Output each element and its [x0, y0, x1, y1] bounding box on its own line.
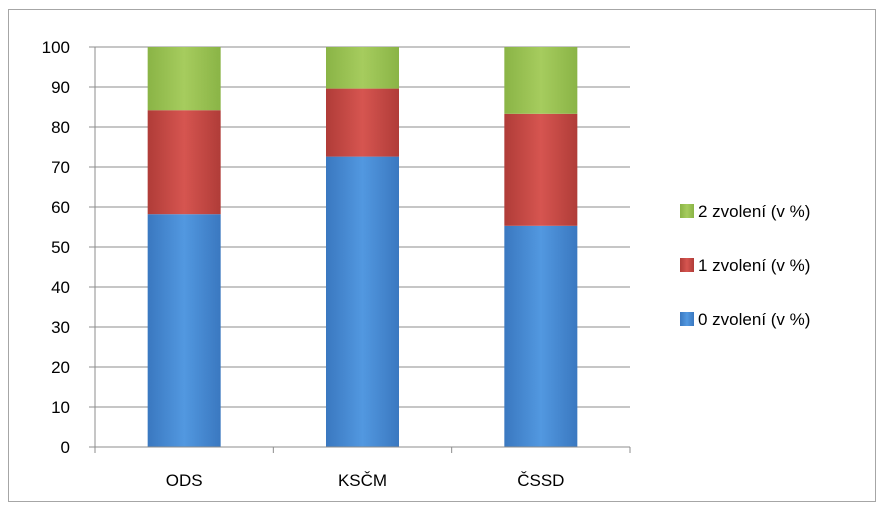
bar-0-series-0 — [147, 214, 221, 447]
bar-0-series-1 — [147, 110, 221, 215]
legend-label: 1 zvolení (v %) — [698, 256, 810, 275]
legend-swatch — [680, 204, 694, 218]
y-tick-label: 100 — [42, 38, 70, 57]
x-category-label: ODS — [166, 471, 203, 490]
legend-swatch — [680, 258, 694, 272]
legend: 2 zvolení (v %) 1 zvolení (v %) 0 zvolení … — [680, 202, 810, 329]
y-tick-label: 80 — [51, 118, 70, 137]
x-category-label: ČSSD — [517, 471, 564, 490]
y-tick-label: 30 — [51, 318, 70, 337]
bar-2-series-0 — [504, 225, 578, 447]
x-category-label: KSČM — [338, 471, 387, 490]
bar-1-series-1 — [326, 88, 399, 157]
axes: 0 10 20 30 40 50 60 70 80 90 100 ODS KSČM ČSSD — [42, 38, 631, 490]
legend-swatch — [680, 312, 694, 326]
bar-2-series-2 — [504, 47, 578, 114]
bar-1-series-0 — [326, 156, 399, 447]
y-tick-label: 0 — [61, 438, 70, 457]
bar-0-series-2 — [147, 47, 221, 111]
y-tick-label: 60 — [51, 198, 70, 217]
y-tick-label: 70 — [51, 158, 70, 177]
bar-1-series-2 — [326, 47, 399, 89]
legend-label: 2 zvolení (v %) — [698, 202, 810, 221]
bars — [147, 47, 578, 447]
y-tick-label: 50 — [51, 238, 70, 257]
bar-2-series-1 — [504, 113, 578, 226]
y-tick-label: 20 — [51, 358, 70, 377]
y-tick-label: 90 — [51, 78, 70, 97]
y-tick-label: 10 — [51, 398, 70, 417]
y-tick-label: 40 — [51, 278, 70, 297]
legend-label: 0 zvolení (v %) — [698, 310, 810, 329]
